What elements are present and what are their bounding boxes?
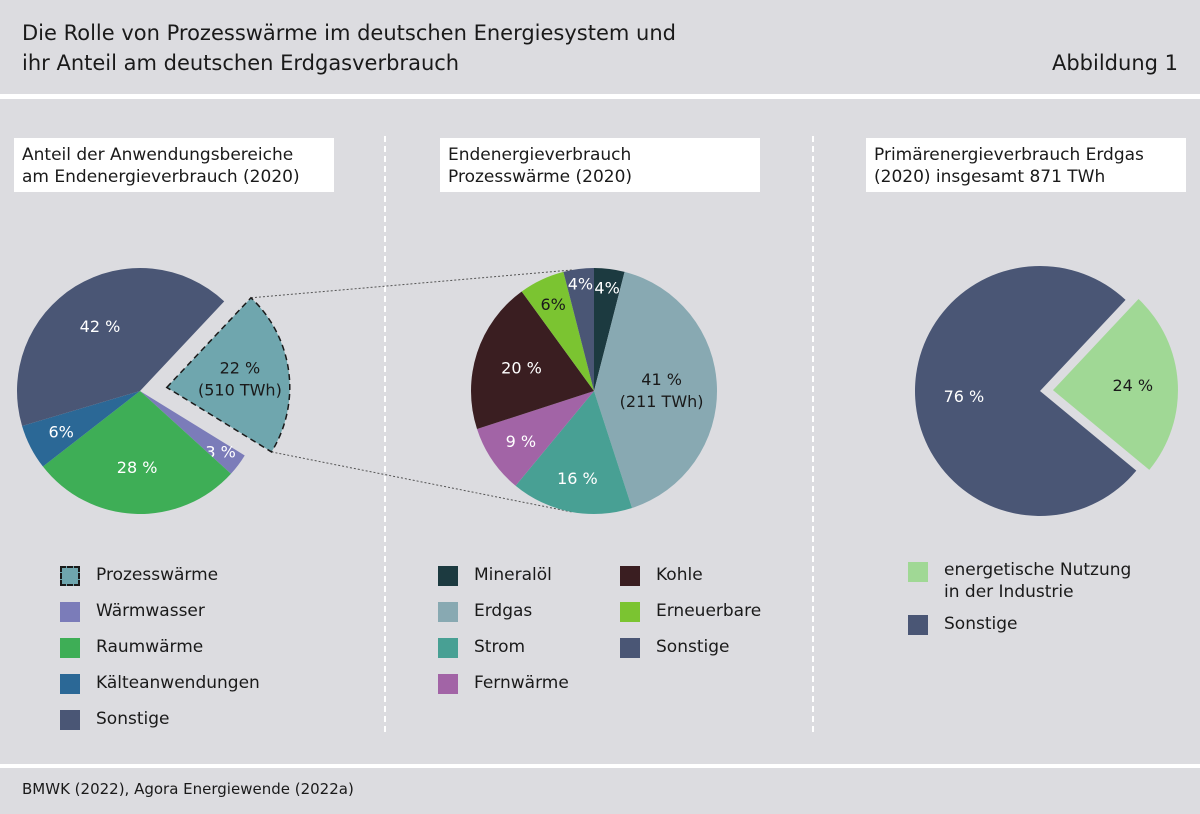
pie-slice-erneuerbare (521, 271, 594, 391)
pie-label-erdgas: 41 % (641, 370, 682, 389)
header: Die Rolle von Prozesswärme im deutschen … (0, 0, 1200, 94)
pie-slice-fernwaerme (477, 391, 594, 486)
legend-label-raumwaerme: Raumwärme (96, 637, 204, 657)
pie-slice-erdgas (594, 271, 718, 508)
legend-swatch-erdgas (438, 602, 458, 622)
legend-label-sonstige-2: Sonstige (656, 637, 730, 657)
pie-label-kaelteanwendungen: 6% (49, 423, 74, 442)
source-note: BMWK (2022), Agora Energiewende (2022a) (22, 780, 354, 798)
chart3-subtitle: Primärenergieverbrauch Erdgas (2020) ins… (866, 138, 1186, 192)
legend-swatch-energetische-nutzung-in-der-industrie (908, 562, 928, 582)
legend-swatch-sonstige (60, 710, 80, 730)
chart2-subtitle: Endenergieverbrauch Prozesswärme (2020) (440, 138, 760, 192)
legend-swatch-erneuerbare-2 (620, 602, 640, 622)
title-line-2: ihr Anteil am deutschen Erdgasverbrauch (22, 51, 460, 75)
pie-slice-prozesswaerme (165, 296, 291, 453)
footer-rule (0, 764, 1200, 768)
pie-label-sonstige: 76 % (944, 387, 985, 406)
figure-label: Abbildung 1 (1051, 51, 1178, 75)
pie-slice-waermwasser (140, 391, 245, 474)
header-rule (0, 94, 1200, 99)
pie-label-energetische-nutzung-in-der-industrie: 24 % (1112, 376, 1153, 395)
title-line-1: Die Rolle von Prozesswärme im deutschen … (22, 21, 676, 45)
pie-label-sonstige: 4% (568, 275, 593, 294)
pie-label-sonstige: 42 % (80, 317, 121, 336)
pie-sublabel-prozesswaerme: (510 TWh) (198, 381, 282, 400)
legend-swatch-prozesswaerme (60, 566, 80, 586)
legend-label-sonstige: Sonstige (96, 709, 170, 729)
chart1-subtitle-line-1: Anteil der Anwendungsbereiche (22, 145, 294, 165)
zoom-line-top (250, 269, 573, 299)
legend-label-kaelteanwendungen: Kälteanwendungen (96, 673, 260, 693)
pie-slice-kaelteanwendungen (22, 391, 140, 467)
legend-label-sonstige: Sonstige (944, 614, 1018, 634)
pie-label-kohle: 20 % (501, 358, 542, 377)
legend-label-prozesswaerme: Prozesswärme (96, 565, 219, 585)
pie-slice-sonstige (914, 265, 1137, 516)
chart3-subtitle-line-1: Primärenergieverbrauch Erdgas (874, 145, 1144, 165)
legend-label-strom: Strom (474, 637, 526, 657)
pie-chart-prozesswaerme: 4%41 %(211 TWh)16 %9 %20 %6%4% (470, 268, 718, 514)
pie-slice-sonstige (563, 268, 594, 391)
panel-divider-1 (384, 136, 386, 732)
pie-slice-mineraloel (594, 268, 625, 391)
legend-label-fernwaerme: Fernwärme (474, 673, 569, 693)
pie-chart-anwendungsbereiche: 22 % (510 TWh) 3 % 28 % 6% 42 % (17, 268, 291, 514)
legend-swatch-mineraloel (438, 566, 458, 586)
legend-swatch-sonstige-2 (620, 638, 640, 658)
legend-label-energetische-nutzung-in-der-industrie: energetische Nutzung in der Industrie (944, 560, 1132, 602)
legend-label-waermwasser: Wärmwasser (96, 601, 205, 621)
panel-divider-2 (812, 136, 814, 732)
chart1-subtitle: Anteil der Anwendungsbereiche am Endener… (14, 138, 334, 192)
legend-swatch-strom (438, 638, 458, 658)
pie-label-strom: 16 % (557, 469, 598, 488)
pie-slice-strom (515, 391, 633, 514)
pie-slice-energetische-nutzung-in-der-industrie (1052, 299, 1178, 470)
pie-slice-sonstige (17, 268, 225, 426)
pie-label-waermwasser: 3 % (205, 443, 235, 462)
zoom-connector-lines (250, 269, 573, 513)
chart2-subtitle-line-1: Endenergieverbrauch (448, 145, 632, 165)
pie-slice-raumwaerme (42, 391, 231, 514)
legend-label-kohle-2: Kohle (656, 565, 703, 585)
pie-chart-erdgas: 24 % 76 % (914, 265, 1178, 516)
zoom-line-bottom (271, 451, 573, 513)
pie-label-prozesswaerme: 22 % (220, 359, 261, 378)
chart2-subtitle-line-2: Prozesswärme (2020) (448, 167, 633, 187)
legend-swatch-sonstige (908, 615, 928, 635)
legend-label-mineraloel: Mineralöl (474, 565, 552, 585)
pie-label-erneuerbare: 6% (541, 295, 566, 314)
legend-swatch-fernwaerme (438, 674, 458, 694)
chart3-subtitle-line-2: (2020) insgesamt 871 TWh (874, 167, 1106, 187)
pie-sublabel-erdgas: (211 TWh) (620, 392, 704, 411)
legend-label-erneuerbare-2: Erneuerbare (656, 601, 762, 621)
pie-label-mineraloel: 4% (594, 278, 619, 297)
figure-title: Die Rolle von Prozesswärme im deutschen … (22, 18, 782, 78)
pie-label-raumwaerme: 28 % (117, 458, 158, 477)
legend-swatch-kohle-2 (620, 566, 640, 586)
pie-slice-kohle (470, 291, 594, 430)
chart1-subtitle-line-2: am Endenergieverbrauch (2020) (22, 167, 300, 187)
legend-swatch-waermwasser (60, 602, 80, 622)
legend-swatch-kaelteanwendungen (60, 674, 80, 694)
legend-label-erdgas: Erdgas (474, 601, 533, 621)
pie-label-fernwaerme: 9 % (506, 432, 536, 451)
legend-swatch-raumwaerme (60, 638, 80, 658)
